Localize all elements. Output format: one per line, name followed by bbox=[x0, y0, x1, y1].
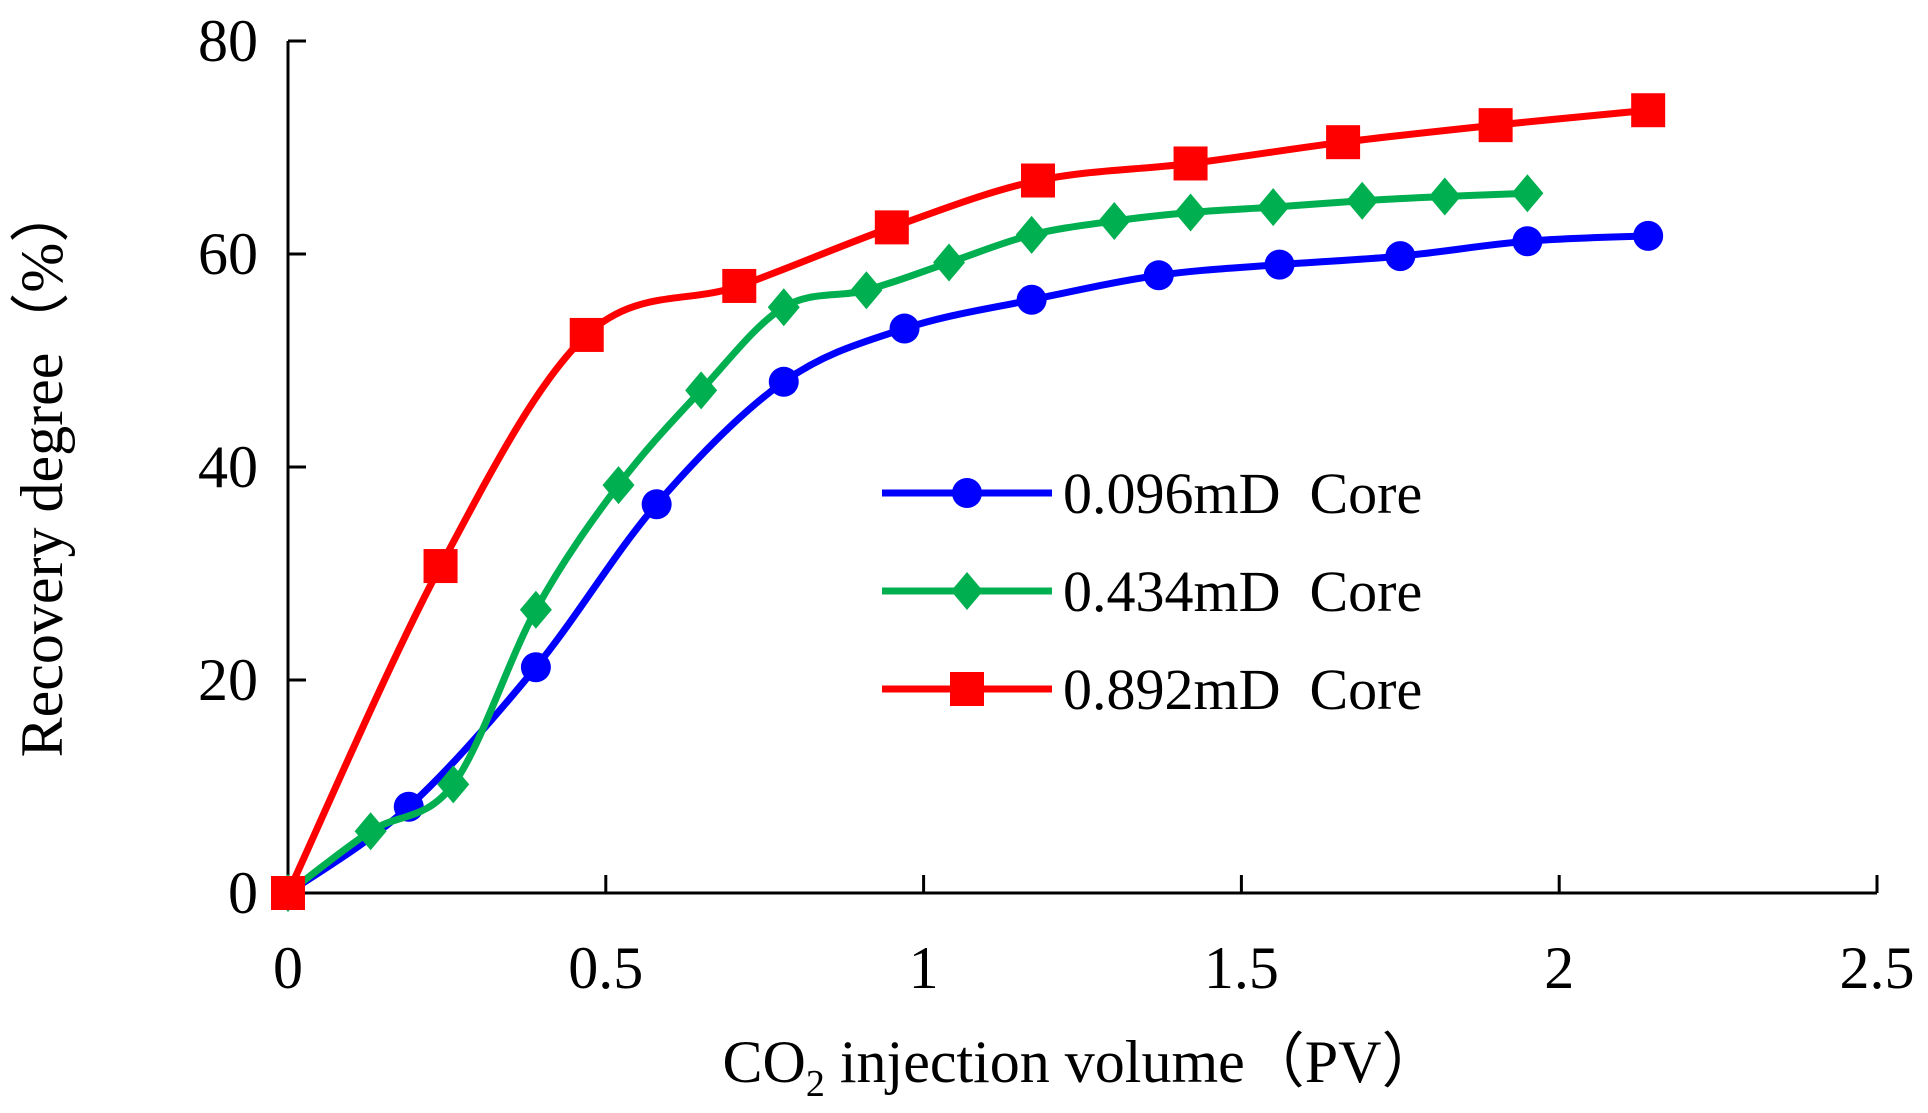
data-point bbox=[1015, 215, 1048, 254]
x-tick-label: 1.5 bbox=[1204, 935, 1279, 1001]
data-point bbox=[767, 288, 800, 327]
legend-marker bbox=[951, 572, 983, 610]
legend-item: 0.096mD Core bbox=[882, 461, 1422, 526]
x-tick-label: 2.5 bbox=[1840, 935, 1915, 1001]
legend-marker bbox=[952, 478, 982, 508]
data-point bbox=[685, 371, 718, 410]
series-square bbox=[271, 93, 1666, 910]
x-axis-label: CO2 injection volume（PV） bbox=[723, 1029, 1442, 1105]
data-point bbox=[1016, 284, 1047, 315]
data-point bbox=[423, 549, 458, 584]
data-point bbox=[1631, 93, 1666, 128]
data-point bbox=[1174, 193, 1207, 232]
data-point bbox=[874, 210, 909, 245]
data-point bbox=[889, 313, 920, 344]
x-tick-label: 2 bbox=[1544, 935, 1574, 1001]
data-point bbox=[1478, 108, 1513, 143]
data-point bbox=[1346, 181, 1379, 220]
data-point bbox=[1326, 125, 1361, 160]
data-point bbox=[519, 590, 552, 629]
legend-item: 0.892mD Core bbox=[882, 657, 1422, 722]
data-point bbox=[437, 765, 470, 804]
x-tick-label: 0 bbox=[273, 935, 303, 1001]
series-group bbox=[271, 93, 1666, 912]
data-point bbox=[722, 268, 757, 303]
data-point bbox=[1633, 220, 1664, 251]
data-point bbox=[1511, 174, 1544, 213]
data-point bbox=[1173, 146, 1208, 181]
x-tick-label: 0.5 bbox=[568, 935, 643, 1001]
legend-label: 0.434mD Core bbox=[1063, 559, 1422, 624]
data-point bbox=[1257, 188, 1290, 227]
legend-item: 0.434mD Core bbox=[882, 559, 1422, 624]
series-line bbox=[285, 189, 1528, 896]
y-tick-label: 0 bbox=[228, 860, 258, 926]
data-point bbox=[271, 876, 305, 910]
series-diamond bbox=[272, 174, 1544, 912]
y-tick-label: 40 bbox=[198, 434, 258, 500]
data-point bbox=[933, 243, 966, 282]
data-point bbox=[602, 466, 635, 505]
y-tick-label: 80 bbox=[198, 8, 258, 74]
y-axis-label: Recovery degree（%） bbox=[9, 183, 75, 758]
data-point bbox=[641, 489, 672, 520]
data-point bbox=[768, 366, 799, 397]
data-point bbox=[520, 652, 551, 683]
data-point bbox=[1143, 260, 1174, 291]
legend: 0.096mD Core 0.434mD Core 0.892mD Core bbox=[882, 461, 1422, 722]
y-tick-label: 20 bbox=[198, 647, 258, 713]
axes: 0 20 40 60 80 0 0.5 1 1.5 2 2.5 bbox=[198, 8, 1915, 1001]
data-point bbox=[1021, 163, 1056, 198]
data-point bbox=[569, 317, 604, 352]
x-tick-label: 1 bbox=[909, 935, 939, 1001]
data-point bbox=[1512, 226, 1543, 257]
data-point bbox=[1098, 201, 1131, 240]
y-tick-label: 60 bbox=[198, 221, 258, 287]
data-point bbox=[1385, 241, 1416, 272]
legend-marker bbox=[950, 672, 984, 706]
legend-label: 0.096mD Core bbox=[1063, 461, 1422, 526]
data-point bbox=[354, 812, 387, 851]
series-circle bbox=[273, 220, 1664, 908]
series-line bbox=[285, 232, 1649, 896]
data-point bbox=[1264, 249, 1295, 280]
data-point bbox=[1428, 177, 1461, 216]
data-point bbox=[850, 271, 883, 310]
legend-label: 0.892mD Core bbox=[1063, 657, 1422, 722]
